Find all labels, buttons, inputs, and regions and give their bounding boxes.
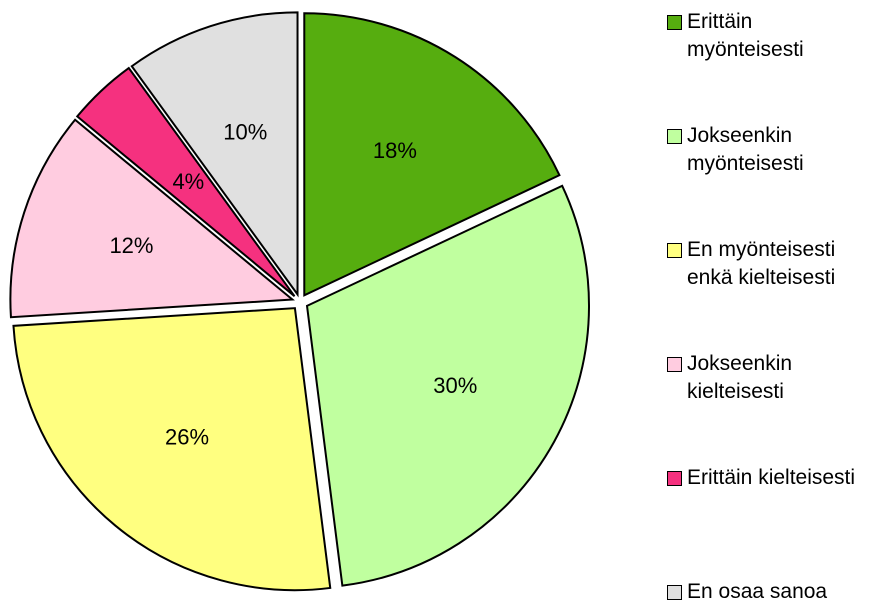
data-label: 12%: [109, 233, 153, 258]
legend-label: Erittäin myönteisesti: [687, 10, 804, 61]
legend-label: En osaa sanoa: [687, 580, 828, 601]
pie-slice: [12, 307, 332, 592]
data-label: 18%: [373, 138, 417, 163]
pie-slice: [9, 118, 295, 319]
data-label: 26%: [165, 424, 209, 449]
legend-label: Jokseenkin myönteisesti: [687, 124, 804, 175]
legend-swatch: [667, 585, 682, 600]
legend-label: En myönteisesti enkä kielteisesti: [687, 238, 836, 289]
legend-swatch: [667, 129, 682, 144]
legend-swatch: [667, 357, 682, 372]
legend-label: Jokseenkin kielteisesti: [687, 352, 793, 403]
legend-label: Erittäin kielteisesti: [687, 466, 856, 489]
legend-swatch: [667, 243, 682, 258]
pie-slice: [303, 12, 561, 297]
pie-slice: [305, 184, 591, 587]
data-label: 4%: [172, 169, 204, 194]
legend-swatch: [667, 15, 682, 30]
data-label: 30%: [433, 373, 477, 398]
legend-swatch: [667, 471, 682, 486]
pie-slice: [130, 11, 299, 298]
pie-slice: [75, 66, 296, 297]
data-label: 10%: [223, 119, 267, 144]
